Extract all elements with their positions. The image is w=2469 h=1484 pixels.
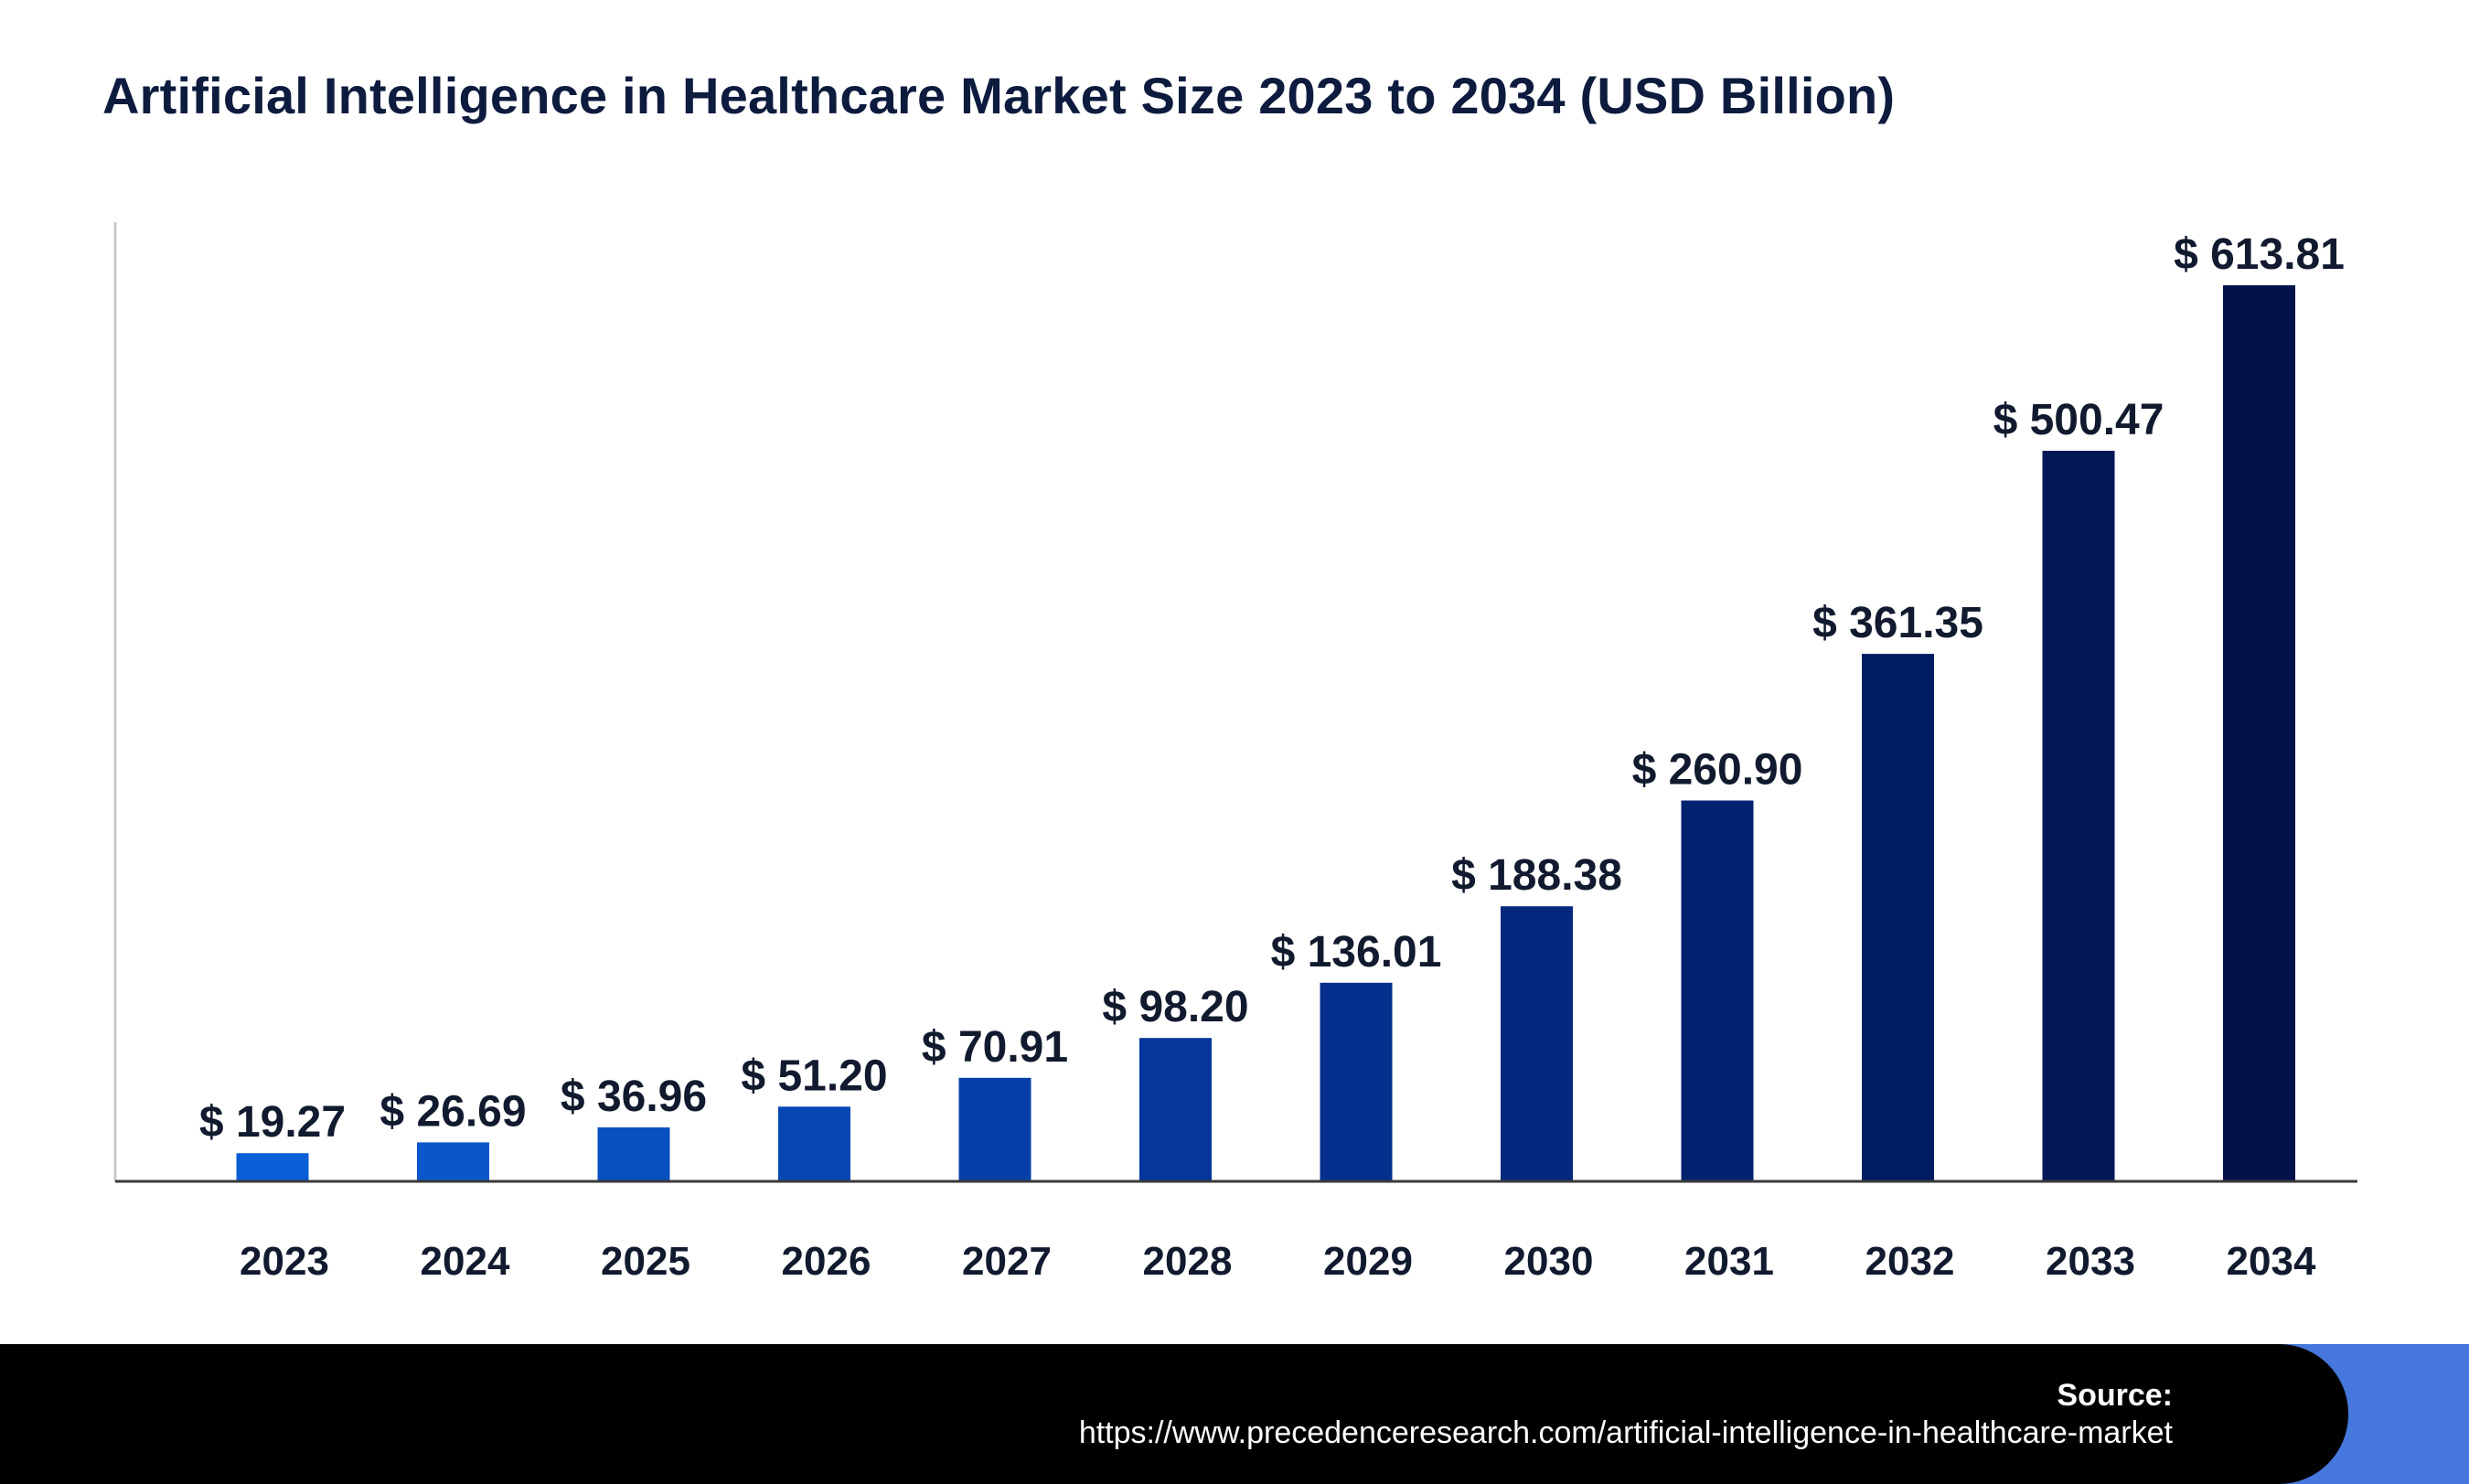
value-label-2023: $ 19.27 (199, 1098, 346, 1147)
x-tick-label-2033: 2033 (2046, 1239, 2135, 1284)
value-label-2026: $ 51.20 (741, 1052, 887, 1100)
bar-2025 (597, 1127, 670, 1181)
x-tick-label-2023: 2023 (240, 1239, 329, 1284)
x-tick-label-2026: 2026 (782, 1239, 871, 1284)
bar-2028 (1139, 1038, 1212, 1181)
bars-layer (236, 285, 2295, 1181)
bar-2029 (1320, 982, 1393, 1181)
x-tick-label-2034: 2034 (2227, 1239, 2316, 1284)
value-label-2028: $ 98.20 (1102, 983, 1248, 1031)
value-labels-layer: $ 19.27 $ 26.69 $ 36.96 $ 51.20 $ 70.91 $ 98.… (199, 230, 2345, 1147)
x-tick-label-2032: 2032 (1865, 1239, 1955, 1284)
x-tick-label-2024: 2024 (421, 1239, 510, 1284)
bar-2033 (2042, 451, 2115, 1181)
value-label-2033: $ 500.47 (1993, 396, 2164, 444)
x-tick-label-2028: 2028 (1143, 1239, 1233, 1284)
value-label-2024: $ 26.69 (379, 1087, 526, 1136)
value-label-2034: $ 613.81 (2174, 230, 2345, 279)
bar-2032 (1862, 654, 1934, 1181)
value-label-2029: $ 136.01 (1271, 928, 1442, 977)
value-label-2032: $ 361.35 (1812, 599, 1983, 647)
x-tick-label-2030: 2030 (1504, 1239, 1594, 1284)
footer-bar: Source: https://www.precedenceresearch.c… (0, 1344, 2469, 1484)
x-tick-label-2031: 2031 (1684, 1239, 1774, 1284)
x-tick-label-2025: 2025 (601, 1239, 690, 1284)
bar-2031 (1681, 800, 1754, 1181)
value-label-2025: $ 36.96 (561, 1073, 707, 1121)
bar-chart: $ 19.27 $ 26.69 $ 36.96 $ 51.20 $ 70.91 $ 98.… (113, 222, 2357, 1284)
x-tick-label-2027: 2027 (962, 1239, 1052, 1284)
source-label: Source: (2057, 1378, 2173, 1413)
bar-2034 (2223, 285, 2295, 1181)
source-url[interactable]: https://www.precedenceresearch.com/artif… (1078, 1415, 2173, 1450)
footer-dark-panel: Source: https://www.precedenceresearch.c… (0, 1344, 2348, 1484)
value-label-2027: $ 70.91 (922, 1023, 1068, 1072)
bar-2024 (417, 1142, 489, 1181)
bar-2030 (1501, 906, 1573, 1181)
x-tick-labels-layer: 2023 2024 2025 2026 2027 2028 2029 2030 2031 2032… (240, 1239, 2316, 1284)
value-label-2030: $ 188.38 (1451, 851, 1622, 900)
value-label-2031: $ 260.90 (1632, 746, 1803, 795)
bar-2027 (958, 1077, 1031, 1181)
bar-2026 (778, 1106, 850, 1181)
bar-2023 (236, 1153, 309, 1181)
x-tick-label-2029: 2029 (1323, 1239, 1413, 1284)
chart-title: Artificial Intelligence in Healthcare Ma… (102, 67, 1896, 124)
source-block: Source: https://www.precedenceresearch.c… (1079, 1377, 2173, 1452)
